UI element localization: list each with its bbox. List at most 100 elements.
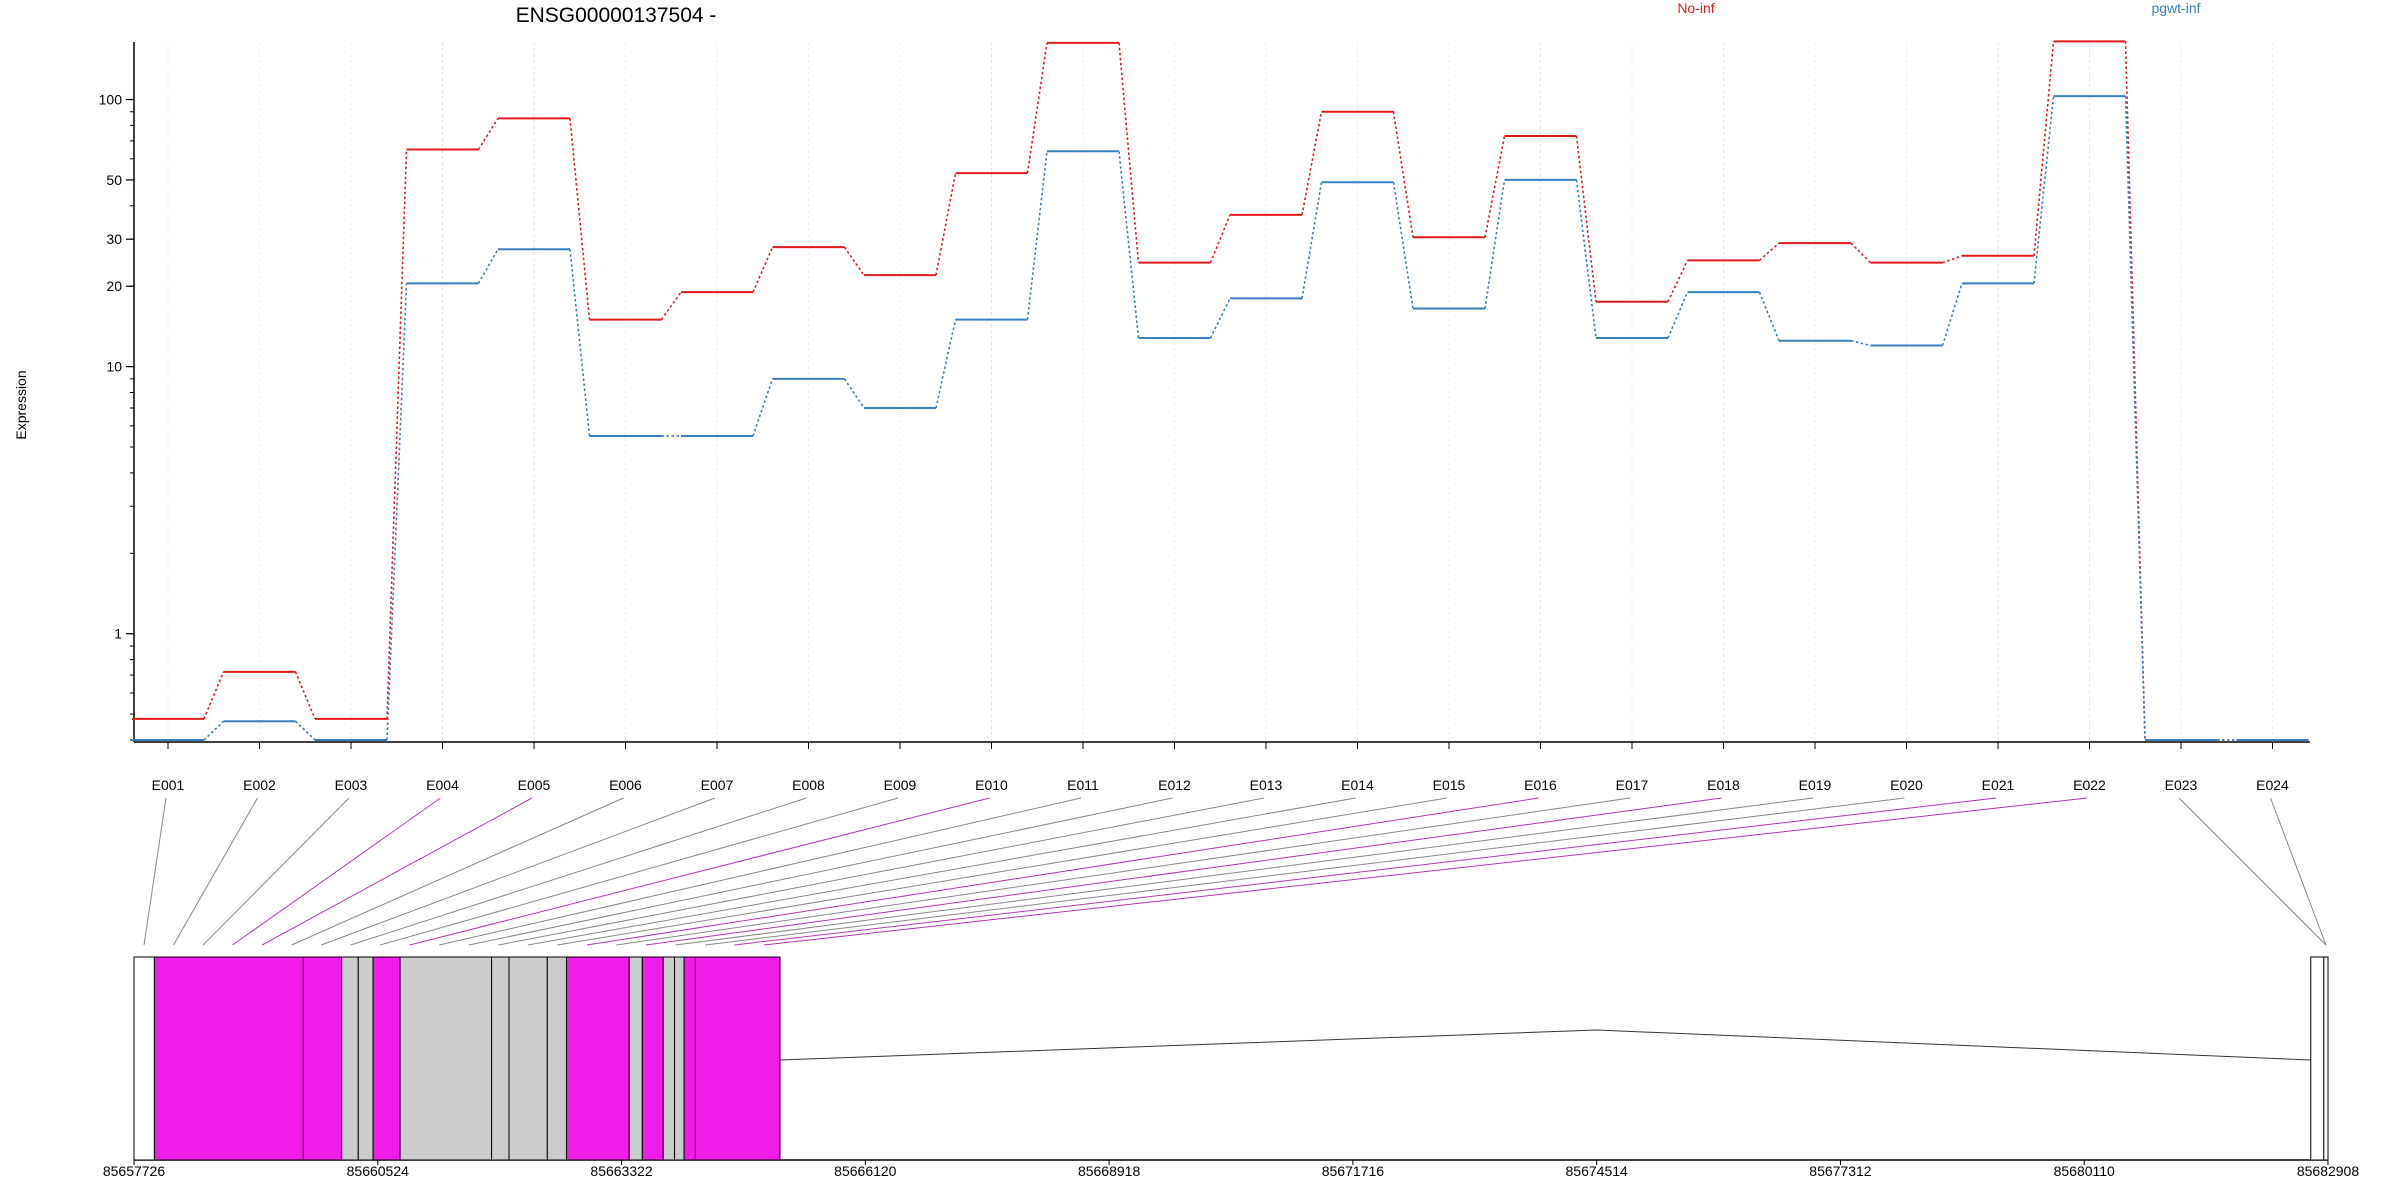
y-tick-label: 100 bbox=[99, 92, 123, 108]
exon-label: E012 bbox=[1158, 777, 1191, 793]
exon-label: E009 bbox=[884, 777, 917, 793]
exon-label: E004 bbox=[426, 777, 459, 793]
series-transition bbox=[935, 173, 957, 276]
exon-label: E003 bbox=[335, 777, 368, 793]
exon-connector bbox=[202, 797, 350, 946]
exon-connector bbox=[261, 797, 533, 946]
series-transition bbox=[1392, 111, 1414, 238]
exon-box bbox=[565, 956, 630, 1161]
series-transition bbox=[843, 246, 865, 276]
series-transition bbox=[294, 671, 316, 720]
exon-connector bbox=[763, 797, 2088, 946]
exon-label: E006 bbox=[609, 777, 642, 793]
exon-label: E021 bbox=[1982, 777, 2015, 793]
series-transition bbox=[386, 283, 408, 741]
exon-label: E010 bbox=[975, 777, 1008, 793]
intron-line bbox=[779, 1029, 2311, 1061]
series-transition bbox=[1301, 111, 1323, 215]
exon-box bbox=[302, 956, 343, 1161]
exon-connector bbox=[557, 797, 1448, 946]
series-transition bbox=[294, 720, 316, 741]
gene-coordinate-label: 85674514 bbox=[1566, 1163, 1629, 1179]
y-tick-label: 50 bbox=[106, 172, 122, 188]
exon-label: E007 bbox=[701, 777, 734, 793]
exon-connector bbox=[675, 797, 1814, 946]
x-axis: E001 E002 E003 E004 E005 E006 E007 E008 E009 E010… bbox=[134, 741, 2310, 793]
legend-no-inf: No-inf bbox=[1677, 0, 1714, 16]
series-transition bbox=[1118, 42, 1140, 263]
series-transition bbox=[203, 720, 225, 741]
series-transition bbox=[2033, 41, 2055, 256]
series-transition bbox=[477, 117, 499, 150]
series-transition bbox=[1667, 291, 1689, 339]
series-transition bbox=[1758, 291, 1780, 342]
series-transition bbox=[1392, 182, 1414, 309]
exon-box bbox=[133, 956, 155, 1161]
series-transition bbox=[1758, 242, 1780, 261]
y-tick-label: 1 bbox=[114, 626, 122, 642]
series-transition bbox=[752, 378, 774, 437]
series-transition bbox=[1942, 255, 1963, 264]
series-transition bbox=[1850, 242, 1872, 264]
exon-connector bbox=[232, 797, 441, 946]
exon-box bbox=[508, 956, 548, 1161]
series-No-inf bbox=[132, 40, 2309, 741]
gene-coordinate-label: 85660524 bbox=[347, 1163, 410, 1179]
exon-connector bbox=[320, 797, 716, 946]
exon-connector bbox=[616, 797, 1631, 946]
exon-connector bbox=[291, 797, 624, 946]
gene-coordinate-label: 85671716 bbox=[1322, 1163, 1385, 1179]
exon-label: E002 bbox=[243, 777, 276, 793]
exon-box bbox=[674, 956, 685, 1161]
exon-box bbox=[683, 956, 696, 1161]
exon-box bbox=[341, 956, 359, 1161]
exon-connector bbox=[645, 797, 1722, 946]
chart-title: ENSG00000137504 - bbox=[516, 4, 717, 27]
y-tick-label: 30 bbox=[106, 231, 122, 247]
series-transition bbox=[1118, 151, 1140, 339]
exon-label: E015 bbox=[1433, 777, 1466, 793]
series-transition bbox=[1850, 339, 1871, 347]
series-transition bbox=[1026, 151, 1048, 320]
exon-connector bbox=[586, 797, 1539, 946]
series-transition bbox=[843, 378, 865, 409]
y-axis-label: Expression bbox=[13, 370, 29, 439]
series-transition bbox=[1209, 214, 1231, 263]
exon-label: E019 bbox=[1799, 777, 1832, 793]
exon-connector bbox=[468, 797, 1173, 946]
series-transition bbox=[935, 319, 957, 409]
y-tick-label: 10 bbox=[106, 359, 122, 375]
gene-coordinate-label: 85677312 bbox=[1809, 1163, 1872, 1179]
series-transition bbox=[1209, 298, 1231, 339]
y-tick-label: 20 bbox=[106, 278, 122, 294]
exon-connector bbox=[2270, 797, 2327, 946]
gene-coordinate-label: 85680110 bbox=[2054, 1163, 2115, 1179]
exon-label: E018 bbox=[1707, 777, 1740, 793]
exon-connector bbox=[380, 797, 899, 946]
gene-coordinate-label: 85657726 bbox=[103, 1163, 166, 1179]
exon-box bbox=[662, 956, 676, 1161]
exon-label: E017 bbox=[1616, 777, 1649, 793]
series-transition bbox=[1484, 135, 1506, 238]
exon-label: E024 bbox=[2256, 777, 2289, 793]
exon-box bbox=[491, 956, 510, 1161]
gene-coordinate-label: 85663322 bbox=[590, 1163, 653, 1179]
series-transition bbox=[1484, 179, 1506, 309]
exon-connector bbox=[350, 797, 807, 946]
series-transition bbox=[1941, 283, 1963, 346]
gene-coordinate-label: 85682908 bbox=[2297, 1163, 2360, 1179]
gene-coordinate-label: 85668918 bbox=[1078, 1163, 1141, 1179]
exon-connector bbox=[143, 797, 167, 946]
exon-label: E014 bbox=[1341, 777, 1374, 793]
series-transition bbox=[1575, 135, 1597, 302]
exon-label: E016 bbox=[1524, 777, 1557, 793]
exon-box bbox=[2310, 956, 2325, 1161]
series-transition bbox=[2033, 96, 2055, 284]
exon-box bbox=[399, 956, 493, 1161]
exon-label: E005 bbox=[518, 777, 551, 793]
exon-box bbox=[641, 956, 664, 1161]
exon-connector bbox=[527, 797, 1356, 946]
exon-connector bbox=[704, 797, 1905, 946]
legend-pgwt-inf: pgwt-inf bbox=[2151, 0, 2200, 16]
